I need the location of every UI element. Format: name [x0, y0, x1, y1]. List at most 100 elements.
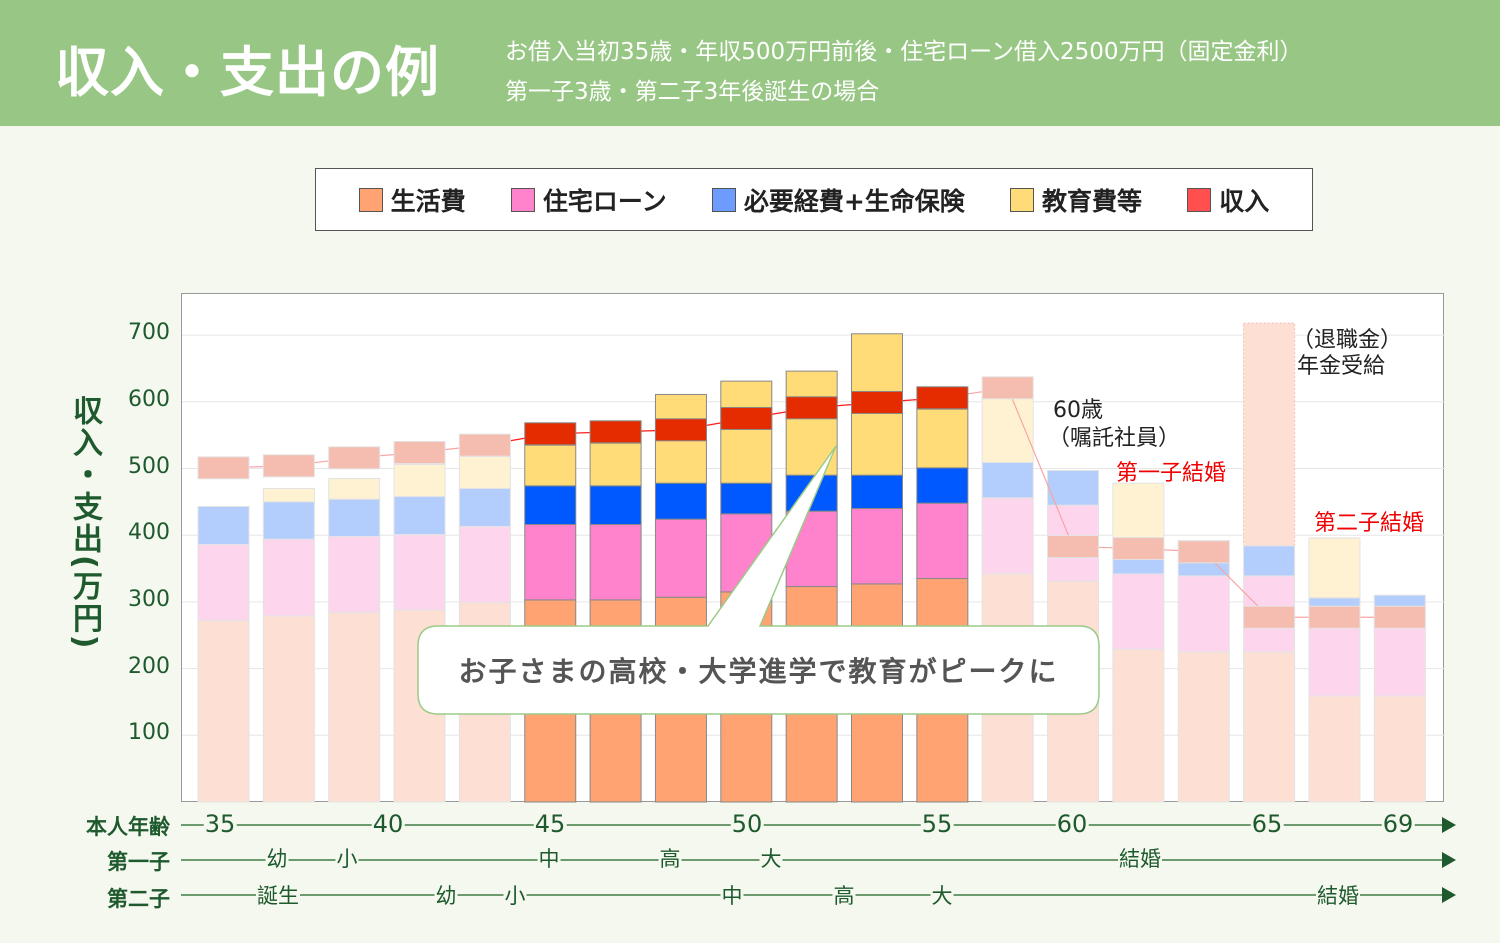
- child1-stage: 高: [658, 847, 682, 871]
- legend-swatch: [711, 187, 736, 212]
- legend-item-education: 教育費等: [1010, 182, 1142, 218]
- bar-segment-living: [1177, 651, 1230, 803]
- legend-label: 生活費: [390, 186, 466, 216]
- age-tick: 45: [533, 810, 567, 838]
- subtitle-line-1: お借入当初35歳・年収500万円前後・住宅ローン借入2500万円（固定金利）: [505, 39, 1303, 65]
- legend-swatch: [1010, 187, 1035, 212]
- callout-text: お子さまの高校・大学進学で教育がピークに: [458, 655, 1059, 688]
- bar-segment-expenses: [328, 498, 381, 538]
- bar-segment-loan: [1177, 575, 1230, 653]
- bar-segment-loan: [328, 536, 381, 614]
- bar-segment-loan: [654, 518, 707, 598]
- bar-segment-expenses: [1243, 545, 1296, 577]
- bar-segment-income: [916, 386, 969, 410]
- arrow-right-icon: [1442, 817, 1456, 833]
- bar-segment-expenses: [262, 501, 315, 540]
- bar-segment-income: [458, 433, 511, 457]
- y-tick-label: 100: [128, 720, 170, 746]
- bar-segment-living: [262, 615, 315, 803]
- legend-label: 教育費等: [1042, 186, 1143, 216]
- bar-segment-education: [458, 455, 511, 490]
- child1-stage: 中: [537, 847, 561, 871]
- chart-legend: 生活費 住宅ローン 必要経費+生命保険 教育費等 収入: [315, 168, 1313, 231]
- bar-segment-income: [785, 396, 838, 420]
- bar-segment-loan: [524, 524, 577, 601]
- bar-segment-loan: [393, 534, 446, 611]
- bar-segment-expenses: [524, 485, 577, 526]
- age-tick: 40: [371, 810, 405, 838]
- annotation-child2-marriage: 第二子結婚: [1314, 511, 1425, 536]
- legend-label: 必要経費+生命保険: [743, 186, 965, 216]
- bar-segment-living: [197, 620, 250, 803]
- y-tick-label: 500: [128, 453, 170, 479]
- age-tick: 55: [920, 810, 954, 838]
- bar-segment-income: [1047, 535, 1100, 559]
- bar-segment-living: [1112, 648, 1165, 803]
- child2-stage: 小: [503, 884, 527, 908]
- age-tick: 60: [1055, 810, 1089, 838]
- y-tick-label: 700: [128, 320, 170, 346]
- timeline-line-child2: [181, 894, 1443, 896]
- bar-segment-income: [262, 454, 315, 478]
- bar-segment-income: [981, 376, 1034, 400]
- page-title: 収入・支出の例: [55, 41, 440, 104]
- bar-segment-loan: [589, 524, 642, 601]
- bar-segment-income: [328, 446, 381, 470]
- bar-segment-education: [1308, 537, 1361, 599]
- legend-item-income: 収入: [1187, 182, 1269, 218]
- annotation-child1-marriage: 第一子結婚: [1116, 461, 1227, 486]
- legend-label: 住宅ローン: [542, 186, 667, 216]
- annotation-age60: 60歳: [1053, 398, 1103, 423]
- bar-segment-loan: [197, 544, 250, 622]
- y-axis-title: 収入・支出(万円): [67, 395, 102, 651]
- row-label-age: 本人年齢: [86, 815, 170, 839]
- bar-segment-income: [589, 420, 642, 444]
- child1-stage: 結婚: [1118, 847, 1162, 871]
- bar-segment-loan: [1112, 573, 1165, 650]
- annotation-pension: 年金受給: [1297, 354, 1386, 379]
- legend-item-living: 生活費: [358, 182, 466, 218]
- legend-item-expenses: 必要経費+生命保険: [711, 182, 965, 218]
- bar-segment-retirement-allowance: [1243, 322, 1296, 547]
- child2-stage: 誕生: [256, 884, 300, 908]
- bar-segment-living: [1308, 695, 1361, 803]
- bar-segment-education: [262, 488, 315, 503]
- legend-item-loan: 住宅ローン: [510, 182, 667, 218]
- bar-segment-living: [1243, 651, 1296, 803]
- bar-segment-expenses: [916, 467, 969, 504]
- bar-segment-income: [393, 440, 446, 464]
- bar-segment-loan: [458, 526, 511, 604]
- header: 収入・支出の例 お借入当初35歳・年収500万円前後・住宅ローン借入2500万円…: [0, 0, 1500, 126]
- child2-stage: 大: [930, 884, 954, 908]
- child1-stage: 小: [335, 847, 359, 871]
- bar-segment-income: [1177, 540, 1230, 564]
- bar-segment-expenses: [589, 485, 642, 526]
- child1-stage: 幼: [265, 847, 289, 871]
- y-tick-label: 200: [128, 653, 170, 679]
- y-tick-label: 300: [128, 586, 170, 612]
- annotation-retirement: （退職金）: [1292, 328, 1403, 353]
- bar-segment-education: [720, 380, 773, 484]
- legend-label: 収入: [1219, 186, 1270, 216]
- age-tick: 65: [1250, 810, 1284, 838]
- bar-segment-income: [1373, 605, 1426, 629]
- row-label-child1: 第一子: [107, 850, 170, 874]
- legend-swatch: [1187, 187, 1212, 212]
- bar-segment-loan: [916, 502, 969, 580]
- child2-stage: 幼: [434, 884, 458, 908]
- child2-stage: 中: [720, 884, 744, 908]
- legend-swatch: [510, 187, 535, 212]
- arrow-right-icon: [1442, 887, 1456, 903]
- bar-segment-education: [328, 478, 381, 500]
- legend-swatch: [358, 187, 383, 212]
- bar-segment-expenses: [197, 506, 250, 546]
- bar-segment-education: [393, 463, 446, 498]
- child2-stage: 高: [832, 884, 856, 908]
- age-tick: 69: [1381, 810, 1415, 838]
- bar-segment-income: [524, 422, 577, 446]
- age-tick: 50: [730, 810, 764, 838]
- subtitle-line-2: 第一子3歳・第二子3年後誕生の場合: [505, 79, 880, 105]
- y-tick-label: 400: [128, 520, 170, 546]
- bar-segment-education: [524, 444, 577, 487]
- arrow-right-icon: [1442, 852, 1456, 868]
